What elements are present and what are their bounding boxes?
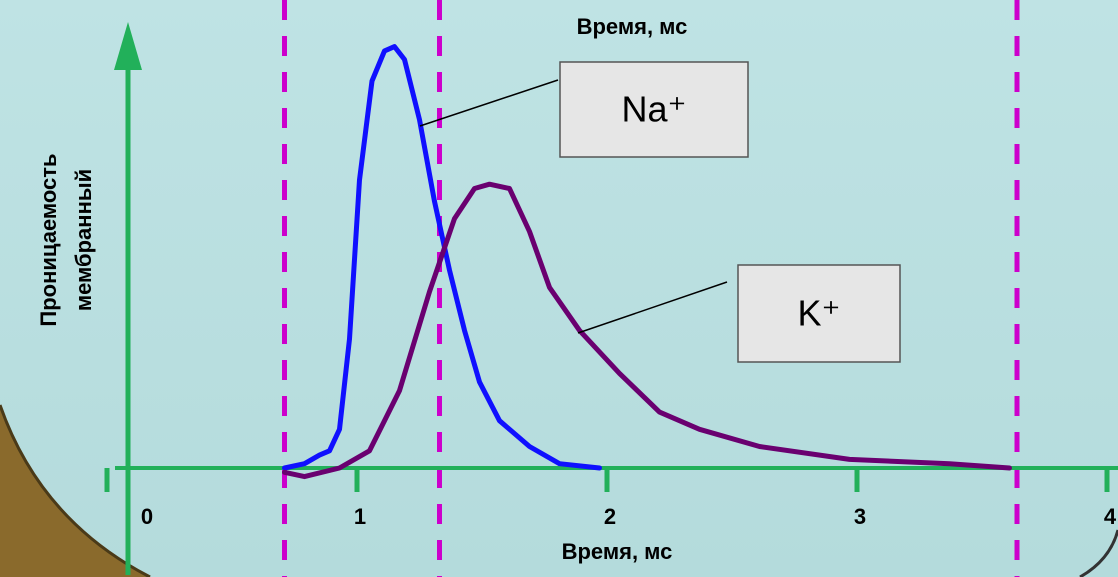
x-axis-title: Время, мс [562, 539, 673, 564]
legend-label: Na⁺ [621, 89, 686, 130]
y-axis-title: мембранный [71, 169, 96, 311]
chart: 01234 Время, мс Время, мс Проницаемость … [0, 0, 1118, 577]
x-tick-label: 3 [854, 504, 866, 529]
x-tick-label: 1 [354, 504, 366, 529]
x-tick-label: 4 [1104, 504, 1117, 529]
top-axis-title: Время, мс [577, 14, 688, 39]
background [0, 0, 1118, 577]
legend-label: K⁺ [797, 293, 840, 334]
x-tick-label: 0 [141, 504, 153, 529]
x-tick-label: 2 [604, 504, 616, 529]
y-axis-title: Проницаемость [36, 153, 61, 326]
